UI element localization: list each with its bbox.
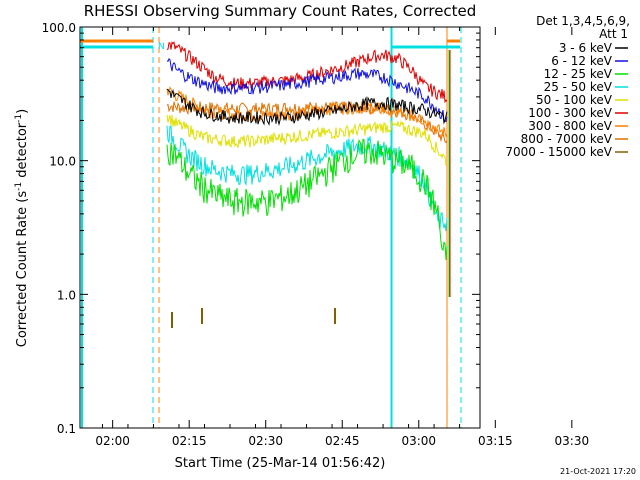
legend-label: 300 - 800 keV [528, 119, 612, 133]
legend-label: 25 - 50 keV [544, 80, 613, 94]
series-line-5 [166, 40, 448, 104]
y-axis-label: Corrected Count Rate (s-1 detector-1) [14, 109, 30, 347]
x-tick-label: 02:15 [172, 434, 207, 448]
night-label: N [158, 42, 165, 52]
x-tick-label: 02:30 [248, 434, 283, 448]
legend-label: 3 - 6 keV [559, 41, 613, 55]
plot-frame [79, 26, 481, 429]
series-line-4 [166, 114, 448, 167]
x-tick-label: 03:30 [555, 434, 590, 448]
legend-header-line2: Att 1 [599, 27, 628, 41]
x-tick-label: 02:00 [95, 434, 130, 448]
y-axis: 0.1 1.0 10.0 100.0 [42, 21, 480, 436]
footer-date: 21-Oct-2021 17:20 [560, 467, 636, 476]
legend-label: 7000 - 15000 keV [505, 145, 612, 159]
x-tick-label: 03:00 [401, 434, 436, 448]
x-axis: 02:00 02:15 02:30 02:45 03:00 03:15 03:30 [95, 27, 589, 448]
plot-area: N [80, 27, 462, 428]
y-tick-label: 10.0 [49, 155, 76, 169]
legend-label: 50 - 100 keV [536, 93, 613, 107]
y-tick-label: 100.0 [42, 21, 76, 35]
series-line-3 [166, 125, 448, 232]
chart-title: RHESSI Observing Summary Count Rates, Co… [84, 2, 477, 20]
legend-label: 800 - 7000 keV [521, 132, 613, 146]
x-tick-label: 02:45 [325, 434, 360, 448]
y-tick-label: 1.0 [57, 288, 76, 302]
series-line-2 [166, 138, 448, 261]
legend-label: 6 - 12 keV [551, 54, 613, 68]
series-line-1 [166, 58, 448, 123]
legend-label: 12 - 25 keV [544, 67, 613, 81]
legend-label: 100 - 300 keV [528, 106, 612, 120]
x-axis-label: Start Time (25-Mar-14 01:56:42) [175, 456, 386, 471]
legend-header-line1: Det 1,3,4,5,6,9, [536, 14, 630, 28]
y-tick-label: 0.1 [57, 422, 76, 436]
series-line-0 [166, 88, 448, 127]
series-line-6 [166, 86, 448, 139]
x-tick-label: 03:15 [478, 434, 513, 448]
